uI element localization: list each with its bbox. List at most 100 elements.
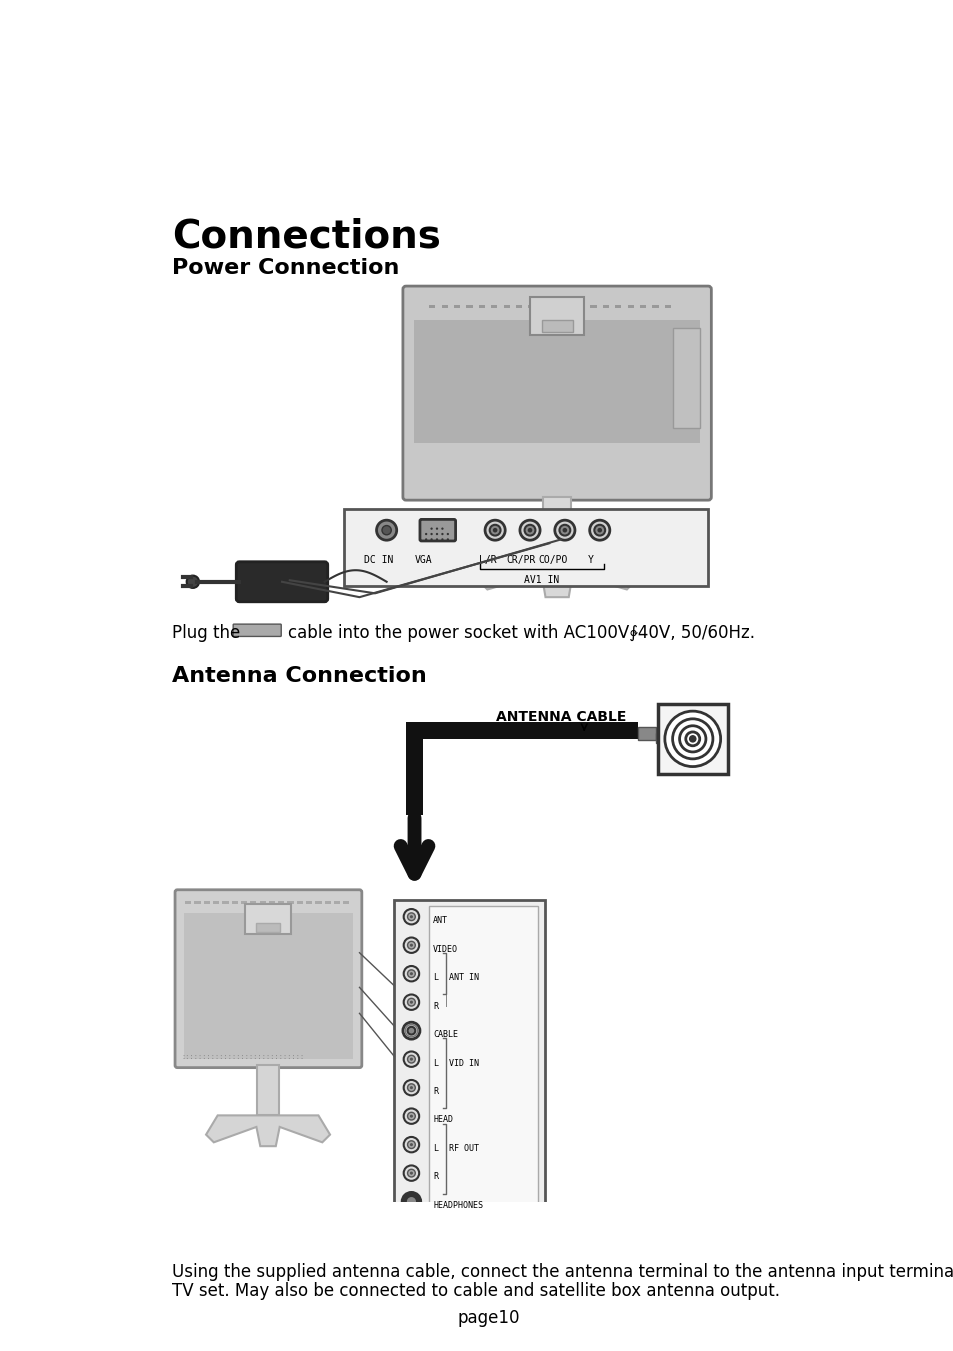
Text: R: R (433, 1001, 437, 1011)
Bar (414, 320, 700, 443)
Circle shape (407, 1169, 415, 1177)
Text: VID IN: VID IN (448, 1059, 478, 1067)
Circle shape (410, 915, 413, 919)
Circle shape (672, 719, 712, 759)
Bar (542, 497, 571, 559)
Bar (269, 901, 274, 904)
Text: HEAD: HEAD (433, 1116, 453, 1124)
Bar (553, 304, 558, 308)
Bar (315, 901, 321, 904)
Bar (652, 304, 658, 308)
Circle shape (424, 538, 427, 540)
Text: AV1 IN: AV1 IN (523, 574, 558, 585)
Circle shape (558, 524, 570, 535)
Bar (222, 901, 229, 904)
Bar (250, 901, 256, 904)
Circle shape (424, 532, 427, 535)
Circle shape (519, 520, 539, 540)
Bar (503, 304, 509, 308)
FancyBboxPatch shape (233, 624, 281, 636)
Circle shape (489, 524, 500, 535)
Circle shape (689, 736, 695, 742)
Circle shape (436, 532, 437, 535)
Bar (639, 304, 645, 308)
Text: L: L (433, 973, 437, 982)
Circle shape (527, 528, 532, 532)
Text: ANT: ANT (433, 916, 448, 925)
Bar (673, 328, 700, 428)
Bar (478, 304, 484, 308)
Bar (204, 901, 210, 904)
Bar (429, 907, 537, 1231)
Circle shape (403, 1079, 418, 1096)
Bar (232, 901, 237, 904)
Circle shape (402, 1193, 420, 1210)
Circle shape (187, 576, 199, 588)
Text: Y: Y (587, 555, 593, 565)
Bar (670, 734, 681, 743)
Circle shape (589, 520, 609, 540)
Bar (241, 901, 247, 904)
Circle shape (403, 966, 418, 981)
Circle shape (430, 532, 433, 535)
Polygon shape (206, 1116, 330, 1146)
Circle shape (403, 1051, 418, 1067)
Bar (530, 297, 583, 335)
Text: ANT IN: ANT IN (448, 973, 478, 982)
Circle shape (679, 725, 705, 753)
Text: :::::::::::::::::::::::::::::: ::::::::::::::::::::::::::::: (181, 1054, 304, 1059)
Bar (516, 304, 521, 308)
Bar (664, 727, 670, 740)
Circle shape (555, 520, 575, 540)
Circle shape (410, 1086, 413, 1089)
Bar (565, 304, 571, 308)
Circle shape (484, 520, 505, 540)
FancyBboxPatch shape (174, 890, 361, 1067)
Circle shape (407, 970, 415, 978)
Bar (528, 304, 534, 308)
FancyBboxPatch shape (394, 900, 545, 1236)
Circle shape (430, 538, 433, 540)
Bar (541, 320, 572, 331)
Text: VGA: VGA (415, 555, 432, 565)
Circle shape (446, 538, 449, 540)
Circle shape (436, 527, 437, 530)
Bar (466, 304, 472, 308)
Bar (454, 304, 459, 308)
Bar (627, 304, 633, 308)
Circle shape (493, 528, 497, 532)
Circle shape (441, 527, 443, 530)
Text: Plug the: Plug the (172, 624, 240, 642)
Circle shape (410, 1001, 413, 1004)
Circle shape (403, 1166, 418, 1181)
Bar (257, 1066, 278, 1116)
Circle shape (407, 942, 415, 948)
Circle shape (441, 532, 443, 535)
FancyBboxPatch shape (402, 286, 711, 500)
Circle shape (407, 1027, 415, 1035)
Circle shape (597, 528, 601, 532)
Text: CO/PO: CO/PO (538, 555, 567, 565)
Circle shape (403, 938, 418, 952)
Bar (334, 901, 340, 904)
Bar (664, 304, 670, 308)
Bar (540, 304, 546, 308)
Circle shape (407, 998, 415, 1006)
Circle shape (410, 1171, 413, 1174)
Bar (344, 508, 707, 585)
Circle shape (524, 524, 535, 535)
Bar (491, 304, 497, 308)
Bar (287, 901, 294, 904)
Bar (406, 721, 638, 739)
Circle shape (664, 711, 720, 766)
Circle shape (430, 527, 433, 530)
Circle shape (594, 524, 604, 535)
Circle shape (407, 1198, 415, 1205)
Bar (306, 901, 312, 904)
Bar (296, 901, 303, 904)
Circle shape (410, 1143, 413, 1146)
Text: R: R (433, 1088, 437, 1096)
Circle shape (376, 520, 396, 540)
Text: Using the supplied antenna cable, connect the antenna terminal to the antenna in: Using the supplied antenna cable, connec… (172, 1263, 953, 1281)
FancyBboxPatch shape (236, 562, 328, 601)
